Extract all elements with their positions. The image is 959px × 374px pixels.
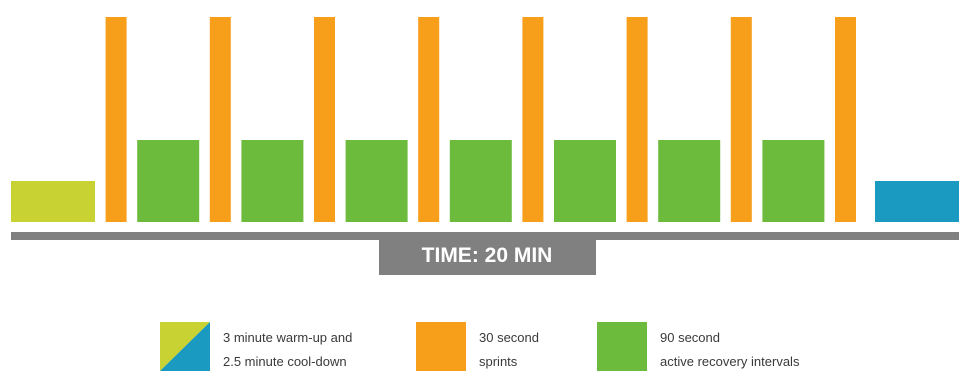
bar-sprint bbox=[314, 17, 335, 222]
legend-label-line: 3 minute warm-up and bbox=[223, 330, 353, 345]
bar-recovery bbox=[554, 140, 616, 222]
chart-legend: 3 minute warm-up and 2.5 minute cool-dow… bbox=[0, 322, 959, 371]
legend-swatch-warmup-cooldown bbox=[160, 322, 210, 371]
legend-label-recovery: 90 second active recovery intervals bbox=[660, 326, 799, 374]
legend-label-warmup-cooldown: 3 minute warm-up and 2.5 minute cool-dow… bbox=[223, 326, 352, 374]
legend-label-line: 90 second bbox=[660, 330, 720, 345]
legend-label-line: 2.5 minute cool-down bbox=[223, 354, 347, 369]
interval-chart: TIME: 20 MIN bbox=[11, 17, 959, 275]
bar-warmup bbox=[11, 181, 95, 222]
bar-recovery bbox=[137, 140, 200, 222]
bar-cooldown bbox=[875, 181, 959, 222]
legend-swatch-recovery bbox=[597, 322, 647, 371]
x-axis-label-box bbox=[379, 232, 596, 275]
bar-sprint bbox=[730, 17, 752, 222]
x-axis-label: TIME: 20 MIN bbox=[422, 244, 553, 267]
bar-sprint bbox=[835, 17, 856, 222]
bar-recovery bbox=[241, 140, 304, 222]
legend-label-sprints: 30 second sprints bbox=[479, 326, 539, 374]
bar-recovery bbox=[658, 140, 721, 222]
bar-recovery bbox=[762, 140, 825, 222]
bar-recovery bbox=[449, 140, 512, 222]
bar-sprint bbox=[209, 17, 231, 222]
bar-sprint bbox=[105, 17, 127, 222]
bar-sprint bbox=[522, 17, 544, 222]
legend-label-line: sprints bbox=[479, 354, 518, 369]
bar-recovery bbox=[345, 140, 408, 222]
bar-sprint bbox=[418, 17, 440, 222]
legend-label-line: 30 second bbox=[479, 330, 539, 345]
legend-swatch-sprint bbox=[416, 322, 466, 371]
legend-swatch-cooldown bbox=[160, 322, 210, 371]
legend-label-line: active recovery intervals bbox=[660, 354, 800, 369]
bar-sprint bbox=[626, 17, 648, 222]
